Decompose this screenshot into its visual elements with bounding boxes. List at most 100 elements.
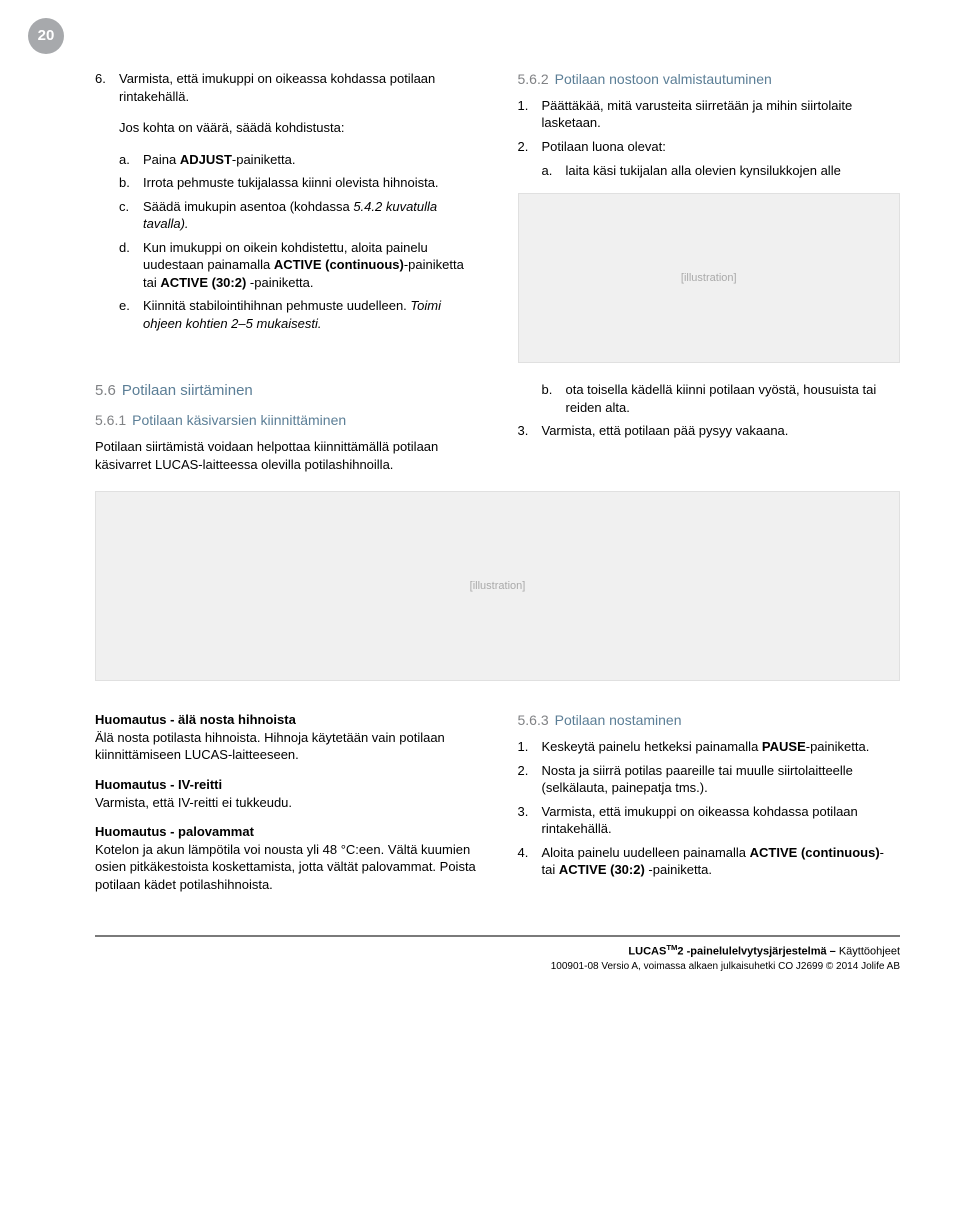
- doc-type: Käyttöohjeet: [839, 946, 900, 958]
- mid-row: 5.6 Potilaan siirtäminen 5.6.1 Potilaan kä…: [95, 381, 900, 473]
- body-text: Säädä imukupin asentoa (kohdassa: [143, 199, 353, 214]
- list-item: 1. Päättäkää, mitä varusteita siirretään…: [518, 97, 901, 132]
- list-item: 3. Varmista, että imukuppi on oikeassa k…: [518, 803, 901, 838]
- footer-line-2: 100901-08 Versio A, voimassa alkaen julk…: [95, 960, 900, 974]
- top-right-col: 5.6.2 Potilaan nostoon valmistautuminen 1…: [518, 70, 901, 363]
- page-footer: LUCASTM2 -painelulelvytysjärjestelmä – K…: [95, 935, 900, 973]
- list-marker: 2.: [518, 138, 529, 156]
- heading-text: Potilaan siirtäminen: [122, 382, 253, 399]
- footer-line-1: LUCASTM2 -painelulelvytysjärjestelmä – K…: [95, 943, 900, 960]
- body-text: laita käsi tukijalan alla olevien kynsil…: [566, 163, 841, 178]
- page-content: 6. Varmista, että imukuppi on oikeassa k…: [0, 0, 960, 993]
- bottom-row: Huomautus - älä nosta hihnoista Älä nost…: [95, 711, 900, 905]
- list-marker: b.: [542, 381, 553, 399]
- body-text: Varmista, että IV-reitti ei tukkeudu.: [95, 795, 292, 810]
- mid-right-col: b. ota toisella kädellä kiinni potilaan …: [518, 381, 901, 473]
- list-marker: 4.: [518, 844, 529, 862]
- list-marker: 1.: [518, 738, 529, 756]
- body-text: Päättäkää, mitä varusteita siirretään ja…: [542, 98, 853, 131]
- body-text: Irrota pehmuste tukijalassa kiinni olevi…: [143, 175, 439, 190]
- list-item: c. Säädä imukupin asentoa (kohdassa 5.4.…: [119, 198, 478, 233]
- list-marker: 2.: [518, 762, 529, 780]
- list-item: 3. Varmista, että potilaan pää pysyy vak…: [518, 422, 901, 440]
- button-label-text: ACTIVE (30:2): [559, 862, 645, 877]
- heading-number: 5.6.3: [518, 712, 549, 728]
- note-title: Huomautus - palovammat: [95, 824, 254, 839]
- alpha-list: a. laita käsi tukijalan alla olevien kyn…: [542, 162, 901, 180]
- list-marker: c.: [119, 198, 129, 216]
- bottom-left-col: Huomautus - älä nosta hihnoista Älä nost…: [95, 711, 478, 905]
- heading-number: 5.6.2: [518, 71, 549, 87]
- list-marker: a.: [542, 162, 553, 180]
- body-text: Nosta ja siirrä potilas paareille tai mu…: [542, 763, 853, 796]
- body-text: -painiketta.: [250, 275, 314, 290]
- substeps-wrap: Jos kohta on väärä, säädä kohdistusta: a…: [95, 119, 478, 332]
- list-marker: e.: [119, 297, 130, 315]
- numbered-list: 1. Keskeytä painelu hetkeksi painamalla …: [518, 738, 901, 879]
- product-name: LUCAS: [628, 946, 666, 958]
- mid-left-col: 5.6 Potilaan siirtäminen 5.6.1 Potilaan kä…: [95, 381, 478, 473]
- button-label-text: ACTIVE (continuous): [274, 257, 404, 272]
- illustration-placeholder: [illustration]: [518, 193, 901, 363]
- body-text: ota toisella kädellä kiinni potilaan vyö…: [566, 382, 877, 415]
- alpha-list: b. ota toisella kädellä kiinni potilaan …: [518, 381, 901, 416]
- illustration-placeholder: [illustration]: [95, 491, 900, 681]
- list-item: 4. Aloita painelu uudelleen painamalla A…: [518, 844, 901, 879]
- list-marker: 3.: [518, 422, 529, 440]
- note-block: Huomautus - palovammat Kotelon ja akun l…: [95, 823, 478, 893]
- body-text: Kiinnitä stabilointihihnan pehmuste uude…: [143, 298, 410, 313]
- note-block: Huomautus - IV-reitti Varmista, että IV-…: [95, 776, 478, 811]
- product-name: 2 -painelulelvytysjärjestelmä –: [677, 946, 838, 958]
- top-left-col: 6. Varmista, että imukuppi on oikeassa k…: [95, 70, 478, 363]
- list-item: a. Paina ADJUST-painiketta.: [119, 151, 478, 169]
- body-text: Varmista, että imukuppi on oikeassa kohd…: [119, 71, 435, 104]
- numbered-list: 1. Päättäkää, mitä varusteita siirretään…: [518, 97, 901, 179]
- body-text: Kotelon ja akun lämpötila voi nousta yli…: [95, 842, 476, 892]
- trademark-symbol: TM: [666, 943, 677, 952]
- list-item: b. ota toisella kädellä kiinni potilaan …: [542, 381, 901, 416]
- list-item: 2. Nosta ja siirrä potilas paareille tai…: [518, 762, 901, 797]
- subsection-heading: 5.6.3 Potilaan nostaminen: [518, 711, 901, 730]
- list-item: e. Kiinnitä stabilointihihnan pehmuste u…: [119, 297, 478, 332]
- top-row: 6. Varmista, että imukuppi on oikeassa k…: [95, 70, 900, 363]
- body-text: -painiketta.: [806, 739, 870, 754]
- list-marker: b.: [119, 174, 130, 192]
- list-item: d. Kun imukuppi on oikein kohdistettu, a…: [119, 239, 478, 292]
- list-marker: 1.: [518, 97, 529, 115]
- note-block: Huomautus - älä nosta hihnoista Älä nost…: [95, 711, 478, 764]
- subsection-heading: 5.6.2 Potilaan nostoon valmistautuminen: [518, 70, 901, 89]
- bottom-right-col: 5.6.3 Potilaan nostaminen 1. Keskeytä pai…: [518, 711, 901, 905]
- body-text: Aloita painelu uudelleen painamalla: [542, 845, 750, 860]
- body-text: -painiketta.: [232, 152, 296, 167]
- alpha-list: a. Paina ADJUST-painiketta. b. Irrota pe…: [119, 151, 478, 333]
- heading-text: Potilaan nostoon valmistautuminen: [555, 71, 772, 87]
- heading-number: 5.6.1: [95, 412, 126, 428]
- subsection-heading: 5.6.1 Potilaan käsivarsien kiinnittäminen: [95, 411, 478, 430]
- section-heading: 5.6 Potilaan siirtäminen: [95, 381, 478, 401]
- list-item: b. Irrota pehmuste tukijalassa kiinni ol…: [119, 174, 478, 192]
- heading-text: Potilaan nostaminen: [555, 712, 682, 728]
- list-marker: a.: [119, 151, 130, 169]
- step-6-list: 6. Varmista, että imukuppi on oikeassa k…: [95, 70, 478, 105]
- body-text: Jos kohta on väärä, säädä kohdistusta:: [119, 119, 478, 137]
- button-label-text: ACTIVE (continuous): [750, 845, 880, 860]
- button-label-text: ADJUST: [180, 152, 232, 167]
- body-text: Varmista, että imukuppi on oikeassa kohd…: [542, 804, 858, 837]
- numbered-list: 3. Varmista, että potilaan pää pysyy vak…: [518, 422, 901, 440]
- heading-text: Potilaan käsivarsien kiinnittäminen: [132, 412, 346, 428]
- list-item: 1. Keskeytä painelu hetkeksi painamalla …: [518, 738, 901, 756]
- list-item: a. laita käsi tukijalan alla olevien kyn…: [542, 162, 901, 180]
- body-text: Varmista, että potilaan pää pysyy vakaan…: [542, 423, 789, 438]
- button-label-text: ACTIVE (30:2): [160, 275, 250, 290]
- body-text: Potilaan siirtämistä voidaan helpottaa k…: [95, 438, 478, 473]
- page-number-badge: 20: [28, 18, 64, 54]
- list-item: 2. Potilaan luona olevat: a. laita käsi …: [518, 138, 901, 179]
- note-title: Huomautus - IV-reitti: [95, 777, 222, 792]
- list-marker: 6.: [95, 70, 106, 88]
- heading-number: 5.6: [95, 382, 116, 399]
- note-title: Huomautus - älä nosta hihnoista: [95, 712, 296, 727]
- body-text: -painiketta.: [645, 862, 712, 877]
- list-marker: d.: [119, 239, 130, 257]
- body-text: Keskeytä painelu hetkeksi painamalla: [542, 739, 762, 754]
- body-text: Älä nosta potilasta hihnoista. Hihnoja k…: [95, 730, 445, 763]
